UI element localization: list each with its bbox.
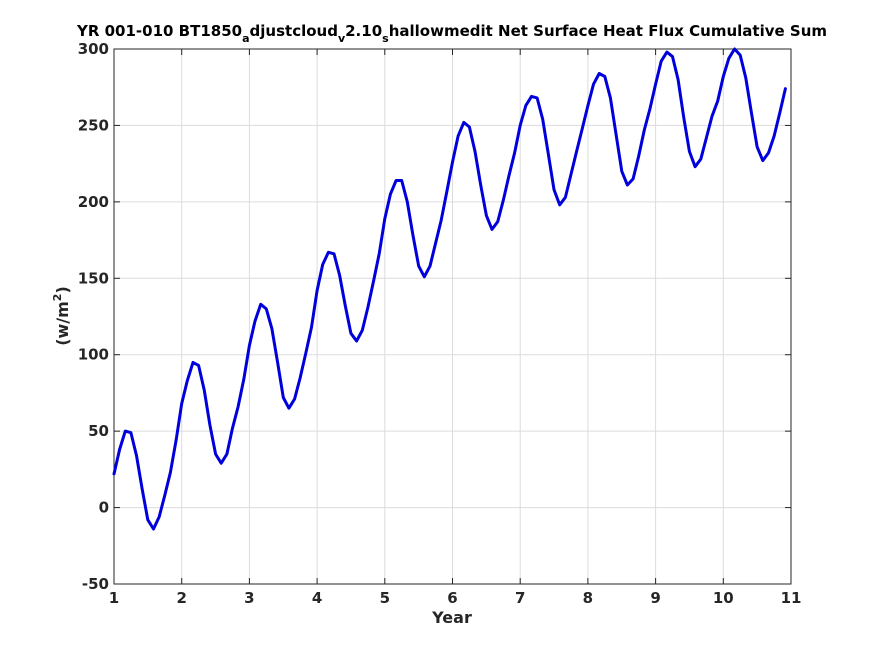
x-tick-label: 3 — [244, 589, 254, 607]
series-layer — [112, 47, 787, 531]
x-tick-label: 2 — [176, 589, 186, 607]
series-line — [112, 47, 787, 531]
title-part: v — [338, 32, 346, 45]
x-tick-label: 5 — [380, 589, 390, 607]
x-tick-label: 6 — [447, 589, 457, 607]
title-part: s — [382, 32, 389, 45]
x-tick-label: 4 — [312, 589, 322, 607]
x-tick-label: 11 — [781, 589, 802, 607]
x-tick-label: 1 — [109, 589, 119, 607]
title-part: hallowmedit Net Surface Heat Flux Cumula… — [389, 22, 827, 40]
x-tick-label: 9 — [650, 589, 660, 607]
x-tick-label: 10 — [713, 589, 734, 607]
title-part: a — [242, 32, 249, 45]
x-tick-label: 7 — [515, 589, 525, 607]
y-tick-label: 250 — [78, 116, 109, 134]
y-axis-label: (w/m2) — [51, 286, 72, 346]
tick-marks — [113, 48, 792, 585]
plot-frame — [113, 48, 792, 585]
y-tick-label: 200 — [78, 193, 109, 211]
chart-title: YR 001-010 BT1850adjustcloudv2.10shallow… — [76, 22, 827, 45]
y-tick-label: -50 — [82, 575, 109, 593]
title-part: YR 001-010 BT1850 — [76, 22, 242, 40]
x-tick-labels: 1 2 3 4 5 6 7 8 9 10 11 — [109, 589, 802, 607]
x-axis-label: Year — [431, 608, 472, 627]
title-part: 2.10 — [345, 22, 382, 40]
x-tick-label: 8 — [583, 589, 593, 607]
grid-lines — [113, 48, 792, 585]
y-tick-label: 300 — [78, 40, 109, 58]
y-tick-label: 100 — [78, 346, 109, 364]
title-part: djustcloud — [250, 22, 338, 40]
y-tick-label: 0 — [99, 499, 109, 517]
y-tick-labels: -50 0 50 100 150 200 250 300 — [78, 40, 109, 593]
y-tick-label: 50 — [88, 422, 109, 440]
y-tick-label: 150 — [78, 269, 109, 287]
